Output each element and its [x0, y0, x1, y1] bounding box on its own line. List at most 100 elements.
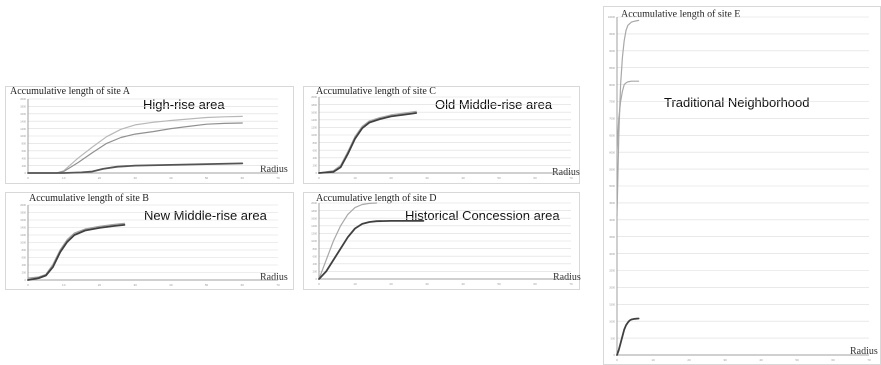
x-axis-label-c: Radius — [552, 167, 580, 178]
y-tick-label: 1200 — [311, 232, 317, 236]
y-tick-label: 200 — [22, 164, 27, 168]
series-line-1 — [27, 222, 125, 279]
chart-panel-e: Accumulative length of site E Traditiona… — [603, 6, 881, 365]
y-tick-label: 400 — [22, 263, 27, 267]
chart-title-a: Accumulative length of site A — [10, 86, 130, 97]
y-tick-label: 1600 — [311, 110, 317, 114]
y-tick-label: 2000 — [311, 201, 317, 205]
y-tick-label: 7000 — [609, 117, 615, 121]
y-tick-label: 1400 — [311, 118, 317, 122]
y-tick-label: 8000 — [609, 83, 615, 87]
y-tick-label: 2000 — [609, 286, 615, 290]
y-tick-label: 1000 — [20, 241, 26, 245]
x-tick-label: 20 — [98, 176, 102, 180]
x-tick-label: 70 — [867, 358, 871, 362]
x-tick-label: 10 — [353, 176, 357, 180]
x-tick-label: 40 — [169, 176, 173, 180]
series-line-3 — [616, 317, 640, 356]
y-tick-label: 1600 — [311, 216, 317, 220]
y-tick-label: 1400 — [20, 119, 26, 123]
y-tick-label: 0 — [316, 171, 318, 175]
chart-title-e: Accumulative length of site E — [621, 9, 741, 20]
y-tick-label: 9500 — [609, 32, 615, 36]
y-tick-label: 1500 — [609, 303, 615, 307]
y-tick-label: 3500 — [609, 235, 615, 239]
y-tick-label: 1400 — [311, 224, 317, 228]
x-tick-label: 10 — [62, 176, 66, 180]
x-tick-label: 0 — [27, 176, 29, 180]
y-tick-label: 1200 — [311, 126, 317, 130]
chart-panel-c: Accumulative length of site C Old Middle… — [303, 86, 580, 184]
y-tick-label: 400 — [22, 156, 27, 160]
chart-panel-d: Accumulative length of site D Historical… — [303, 192, 581, 290]
chart-title-b: Accumulative length of site B — [29, 193, 149, 204]
x-axis-label-b: Radius — [260, 272, 288, 283]
x-tick-label: 30 — [723, 358, 727, 362]
y-tick-label: 1200 — [20, 127, 26, 131]
x-axis-label-a: Radius — [260, 164, 288, 175]
x-tick-label: 40 — [759, 358, 763, 362]
y-tick-label: 400 — [313, 262, 318, 266]
x-tick-label: 10 — [353, 282, 357, 286]
y-tick-label: 1000 — [311, 133, 317, 137]
y-tick-label: 1800 — [311, 209, 317, 213]
plot-d: 0 200 400 600 800 1000 1200 1400 1600 1800 2000 0 10… — [311, 201, 573, 286]
y-tick-label: 200 — [313, 164, 318, 168]
y-tick-label: 600 — [313, 148, 318, 152]
x-tick-label: 40 — [461, 176, 465, 180]
series-line-1 — [318, 110, 417, 174]
y-tick-label: 2000 — [20, 203, 26, 207]
y-tick-label: 4000 — [609, 218, 615, 222]
x-tick-label: 60 — [831, 358, 835, 362]
y-tick-label: 1600 — [20, 112, 26, 116]
series-line-2 — [27, 122, 243, 174]
x-tick-label: 60 — [533, 282, 537, 286]
plot-c: 0 200 400 600 800 1000 1200 1400 1600 1800 2000 0 10… — [311, 95, 573, 180]
x-tick-label: 30 — [133, 176, 137, 180]
x-tick-label: 70 — [569, 176, 573, 180]
y-tick-label: 8500 — [609, 66, 615, 70]
x-tick-label: 10 — [651, 358, 655, 362]
series-line-2 — [318, 112, 418, 174]
x-axis-label-d: Radius — [553, 272, 581, 283]
plot-a: 0 200 400 600 800 1000 1200 1400 1600 1800 2000 0 10… — [20, 97, 280, 180]
y-tick-label: 5500 — [609, 167, 615, 171]
series-line-3 — [27, 162, 244, 174]
x-tick-label: 0 — [616, 358, 618, 362]
y-tick-label: 1800 — [311, 103, 317, 107]
y-tick-label: 800 — [313, 247, 318, 251]
y-tick-label: 3000 — [609, 252, 615, 256]
y-tick-label: 2000 — [311, 95, 317, 99]
chart-panel-b: Accumulative length of site B New Middle… — [5, 192, 294, 290]
chart-title-c: Accumulative length of site C — [316, 86, 436, 97]
x-tick-label: 60 — [241, 283, 245, 287]
x-tick-label: 0 — [27, 283, 29, 287]
y-tick-label: 1800 — [20, 211, 26, 215]
y-tick-label: 5000 — [609, 184, 615, 188]
y-tick-label: 6000 — [609, 150, 615, 154]
y-tick-label: 9000 — [609, 49, 615, 53]
x-tick-label: 40 — [461, 282, 465, 286]
y-tick-label: 2500 — [609, 269, 615, 273]
chart-panel-a: Accumulative length of site A High-rise … — [5, 86, 294, 184]
x-axis-label-e: Radius — [850, 346, 878, 357]
x-tick-label: 50 — [795, 358, 799, 362]
y-tick-label: 500 — [611, 336, 616, 340]
x-tick-label: 40 — [169, 283, 173, 287]
y-tick-label: 1600 — [20, 218, 26, 222]
series-line-2 — [318, 220, 425, 280]
x-tick-label: 70 — [276, 176, 280, 180]
y-tick-label: 1000 — [20, 134, 26, 138]
series-line-1 — [318, 202, 378, 280]
y-tick-label: 2000 — [20, 97, 26, 101]
series-line-2 — [27, 224, 126, 281]
x-tick-label: 20 — [389, 176, 393, 180]
x-tick-label: 10 — [62, 283, 66, 287]
y-tick-label: 0 — [25, 278, 27, 282]
x-tick-label: 20 — [687, 358, 691, 362]
y-tick-label: 400 — [313, 156, 318, 160]
y-tick-label: 800 — [313, 141, 318, 145]
area-label-d: Historical Concession area — [405, 208, 560, 223]
area-label-b: New Middle-rise area — [144, 208, 267, 223]
y-tick-label: 800 — [22, 248, 27, 252]
